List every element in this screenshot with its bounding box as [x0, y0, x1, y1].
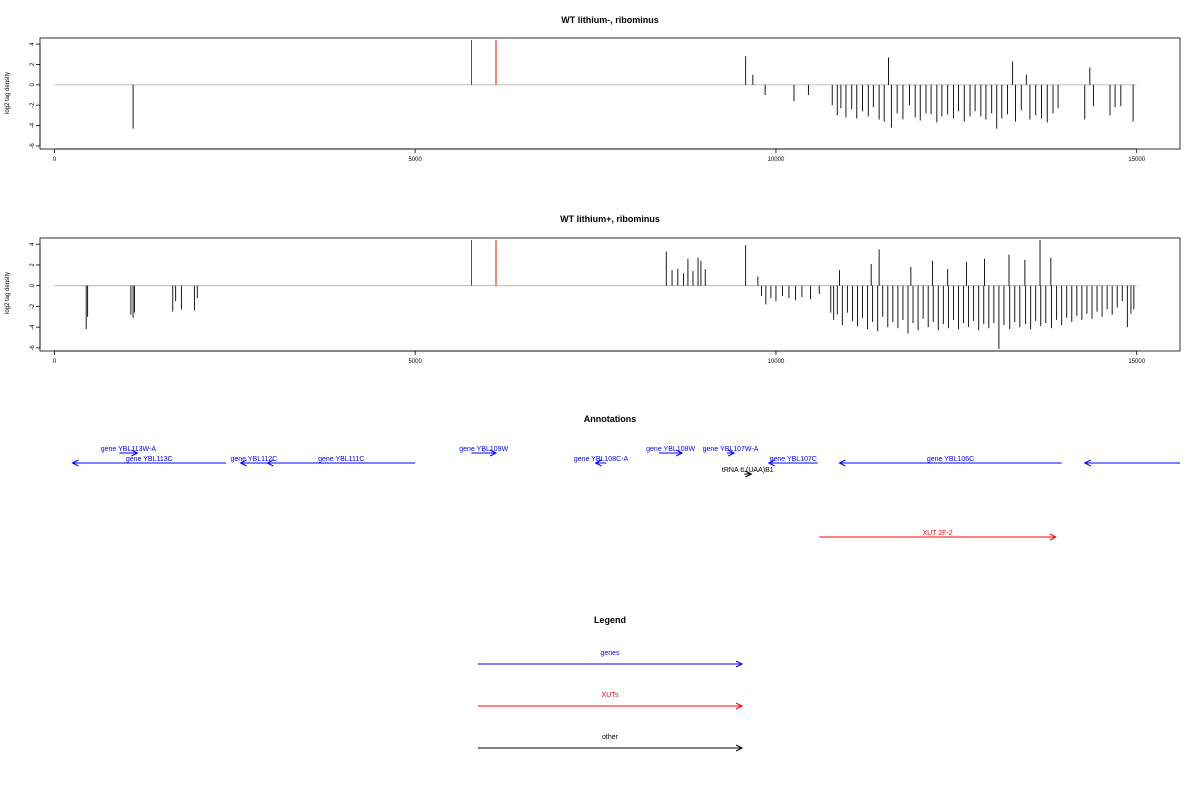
y-tick-label: 0	[30, 83, 36, 87]
highlight-lines	[470, 240, 497, 286]
arrow-head	[675, 449, 684, 457]
feature-other: tRNA tL(UAA)B1	[722, 467, 774, 478]
y-axis: 4 2 0 -2 -4 -6	[30, 42, 41, 149]
feature-label: gene YBL107W-A	[703, 446, 759, 453]
feature-gene: gene YBL107W-A	[703, 446, 759, 457]
coverage-panel-lithium-minus: WT lithium-, ribominus log2 tag density …	[5, 15, 1181, 163]
arrow-head	[735, 702, 744, 710]
arrow-head	[131, 449, 139, 457]
panel-title: WT lithium+, ribominus	[560, 214, 660, 224]
y-tick-label: 2	[30, 263, 36, 267]
arrow-head	[239, 459, 247, 467]
y-tick-label: 0	[30, 283, 36, 287]
legend-title: Legend	[594, 615, 626, 625]
feature-label: gene YBL113W-A	[101, 446, 157, 453]
feature-gene	[1083, 459, 1180, 467]
arrow-head	[767, 459, 775, 467]
feature-gene: gene YBL111C	[266, 456, 416, 467]
feature-label: gene YBL112C	[231, 456, 278, 463]
panel-title: WT lithium-, ribominus	[561, 15, 659, 25]
legend-items: genes XUTs other	[478, 650, 744, 752]
feature-label: gene YBL111C	[318, 456, 364, 463]
annotations-title: Annotations	[584, 414, 637, 424]
x-tick-label: 0	[53, 359, 57, 365]
feature-label: XUT 2F-2	[922, 530, 952, 537]
bars	[132, 56, 1134, 129]
highlight-lines	[470, 40, 497, 85]
legend-label: other	[602, 734, 619, 741]
legend: Legend genes XUTs other	[478, 615, 744, 752]
arrow-head	[735, 660, 744, 668]
y-tick-label: -6	[30, 143, 36, 149]
y-tick-label: -4	[30, 324, 36, 330]
y-tick-label: -2	[30, 102, 36, 108]
arrow-head	[266, 459, 274, 467]
x-axis: 0 5000 10000 15000	[53, 148, 1146, 163]
coverage-panel-lithium-plus: WT lithium+, ribominus log2 tag density …	[5, 214, 1181, 365]
x-tick-label: 15000	[1128, 157, 1145, 163]
x-tick-label: 5000	[409, 359, 423, 365]
bars	[85, 240, 1135, 349]
arrow-head	[594, 459, 602, 467]
x-tick-label: 15000	[1128, 359, 1145, 365]
feature-label: gene YBL106C	[927, 456, 974, 463]
y-tick-label: 4	[30, 42, 36, 46]
y-tick-label: -6	[30, 345, 36, 351]
legend-label: XUTs	[602, 692, 619, 699]
x-tick-label: 10000	[768, 157, 785, 163]
feature-label: tRNA tL(UAA)B1	[722, 467, 774, 474]
feature-label: gene YBL109W	[459, 446, 508, 453]
y-axis-label: log2 tag density	[5, 72, 11, 114]
feature-label: gene YBL113C	[126, 456, 173, 463]
x-tick-label: 0	[53, 157, 57, 163]
feature-arrows: gene YBL113W-A gene YBL113C gene YBL112C ge…	[71, 446, 1180, 541]
arrow-head	[735, 744, 744, 752]
y-tick-label: 4	[30, 242, 36, 246]
arrow-head	[71, 459, 79, 467]
feature-gene: gene YBL113C	[71, 456, 227, 467]
arrow-head	[727, 449, 736, 457]
y-axis: 4 2 0 -2 -4 -6	[30, 242, 41, 351]
feature-gene: gene YBL108W	[646, 446, 695, 457]
arrow-head	[489, 449, 498, 457]
plot-frame	[39, 37, 1181, 150]
feature-gene: gene YBL107C	[767, 456, 818, 467]
legend-item-gene: genes	[478, 650, 744, 668]
y-axis-label: log2 tag density	[5, 272, 11, 314]
y-tick-label: -4	[30, 122, 36, 128]
feature-gene: gene YBL113W-A	[101, 446, 157, 457]
legend-item-other: other	[478, 734, 744, 752]
arrow-head	[838, 459, 846, 467]
x-tick-label: 5000	[409, 157, 423, 163]
legend-label: genes	[600, 650, 620, 657]
legend-item-xut: XUTs	[478, 692, 744, 710]
arrow-head	[1083, 459, 1091, 467]
feature-gene: gene YBL106C	[838, 456, 1062, 467]
feature-label: gene YBL108C-A	[574, 456, 629, 463]
arrow-head	[745, 470, 753, 478]
y-tick-label: 2	[30, 62, 36, 66]
arrow-head	[1049, 533, 1058, 541]
feature-gene: gene YBL108C-A	[574, 456, 629, 467]
x-axis: 0 5000 10000 15000	[53, 350, 1146, 365]
feature-gene: gene YBL112C	[231, 456, 278, 467]
y-tick-label: -2	[30, 303, 36, 309]
feature-gene: gene YBL109W	[459, 446, 509, 457]
feature-xut: XUT 2F-2	[819, 530, 1058, 541]
feature-label: gene YBL107C	[770, 456, 817, 463]
feature-label: gene YBL108W	[646, 446, 695, 453]
x-tick-label: 10000	[768, 359, 785, 365]
